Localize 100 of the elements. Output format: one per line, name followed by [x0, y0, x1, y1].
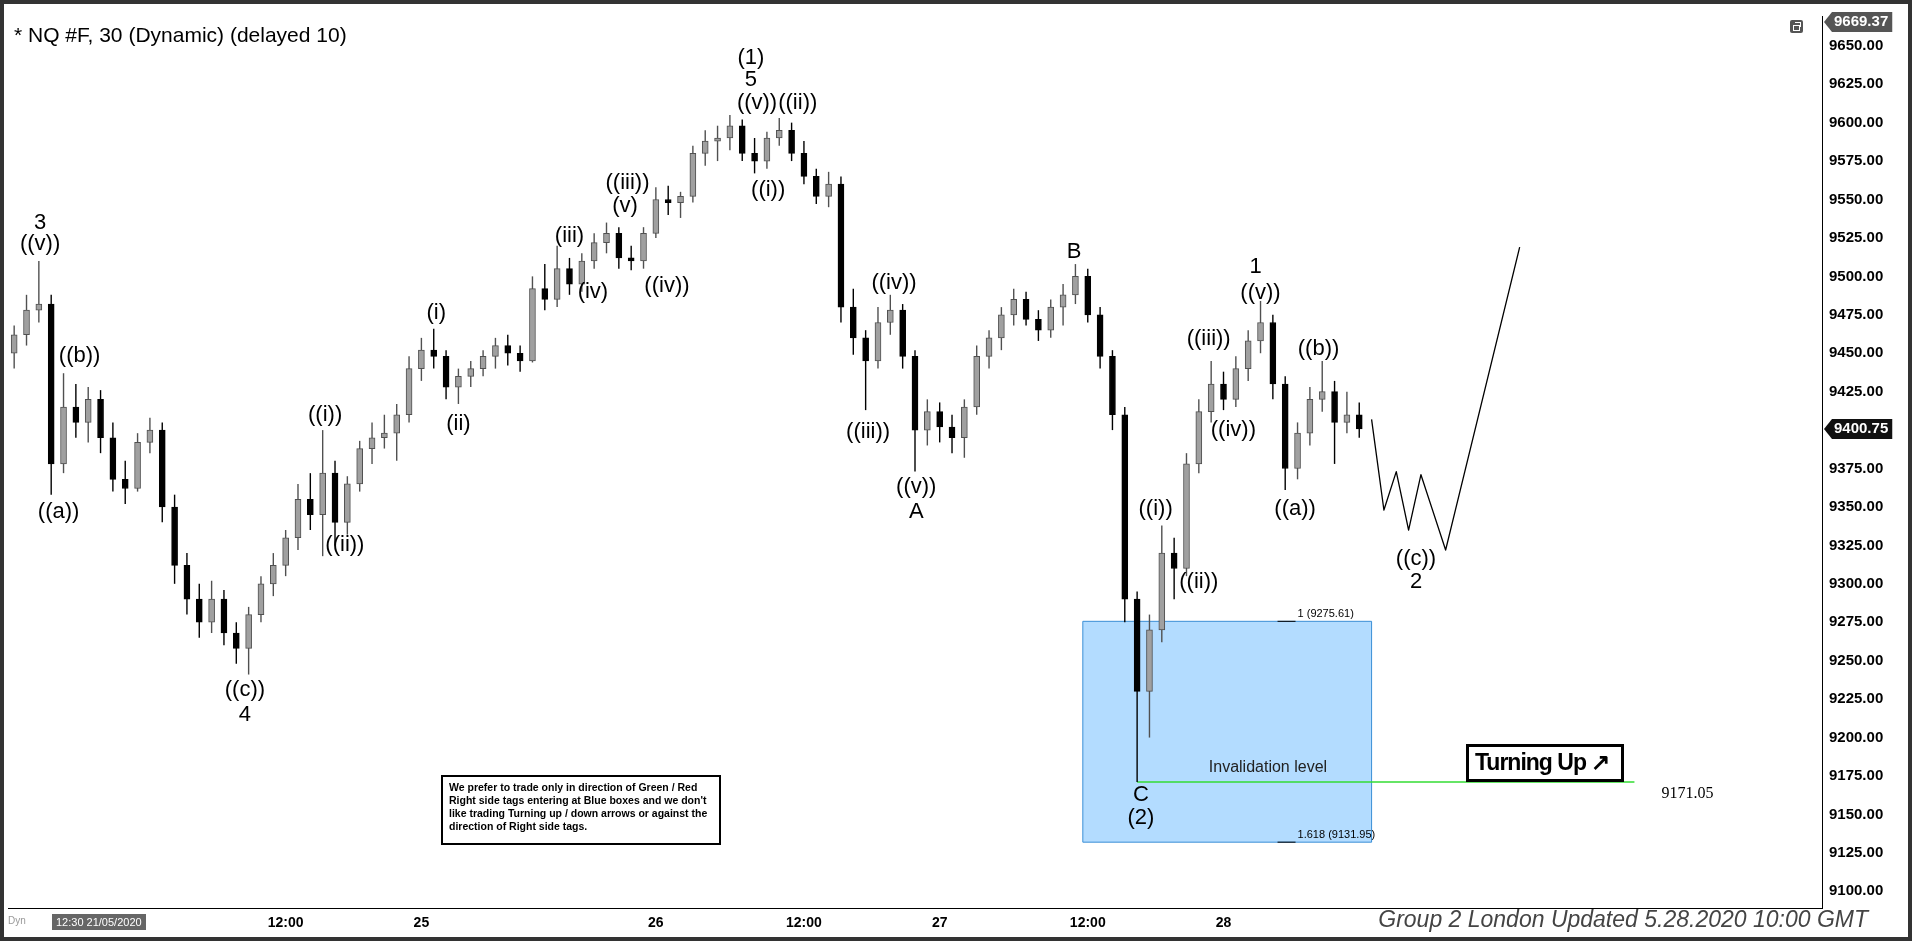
y-tick-label: 9275.00	[1829, 612, 1884, 630]
annotation: (iv)	[577, 277, 609, 303]
candlestick	[492, 337, 499, 370]
y-tick-label: 9600.00	[1829, 112, 1884, 130]
y-tick-label: 9650.00	[1829, 35, 1884, 53]
annotation: ((i))	[751, 176, 786, 202]
candlestick	[603, 221, 610, 255]
candlestick	[924, 398, 931, 447]
candlestick	[35, 260, 43, 324]
text: 9669.37	[1834, 12, 1889, 30]
candlestick	[1010, 287, 1018, 327]
annotation: (2)	[1127, 803, 1155, 829]
candlestick	[701, 129, 709, 167]
annotation: Turning Up ↗	[1466, 744, 1624, 782]
text: 12:30 21/05/2020	[52, 914, 146, 930]
annotation: ((iv))	[644, 271, 690, 297]
ref-line-label: Invalidation level	[1208, 758, 1328, 776]
annotation: 4	[238, 700, 252, 726]
annotation: ((b))	[58, 342, 101, 368]
x-tick-label: 12:00	[786, 914, 823, 931]
candlestick	[886, 294, 894, 336]
y-tick-label: 9150.00	[1829, 804, 1884, 822]
candlestick	[541, 263, 549, 311]
candlestick	[775, 117, 783, 147]
annotation: Group 2 London Updated 5.28.2020 10:00 GMT	[1378, 906, 1868, 933]
candlestick	[1220, 370, 1227, 411]
candlestick	[195, 583, 203, 639]
candlestick	[455, 367, 462, 405]
annotation: (i)	[426, 299, 446, 325]
candlestick	[504, 334, 512, 367]
annotation: ((iv))	[1210, 416, 1256, 442]
y-tick-label: 9550.00	[1829, 189, 1884, 207]
candlestick	[430, 327, 438, 370]
annotation: ((b))	[1297, 334, 1340, 360]
annotation: ((v))	[1240, 279, 1281, 305]
y-tick-label: 9225.00	[1829, 689, 1884, 707]
annotation: 1.618 (9131.95)	[1297, 828, 1376, 841]
x-tick-label: 25	[413, 914, 430, 931]
annotation: (iii)	[554, 222, 585, 248]
annotation: A	[908, 497, 924, 523]
chart-title: * NQ #F, 30 (Dynamic) (delayed 10)	[14, 22, 347, 46]
annotation: C	[1132, 780, 1149, 806]
annotation: (ii)	[446, 410, 471, 436]
annotation: ((iii))	[1186, 325, 1231, 351]
candlestick	[121, 460, 129, 505]
annotation: ((v))	[896, 473, 937, 499]
candlestick	[566, 257, 573, 296]
candlestick	[677, 191, 684, 219]
annotation: ((iii))	[846, 417, 891, 443]
candlestick	[208, 580, 215, 634]
annotation: ((c))	[224, 675, 266, 701]
annotation: B	[1066, 237, 1082, 263]
candlestick	[862, 329, 869, 411]
x-tick-label: 26	[648, 914, 664, 931]
annotation: ((a))	[1274, 494, 1316, 520]
x-tick-label: 28	[1215, 914, 1232, 931]
candlestick	[467, 360, 475, 388]
candlestick	[1343, 390, 1351, 434]
candlestick	[1047, 298, 1055, 339]
candlestick	[381, 414, 388, 450]
annotation: ((a))	[37, 497, 80, 523]
x-tick-label: 12:00	[267, 914, 304, 931]
annotation: 1	[1249, 253, 1262, 279]
candlestick	[232, 621, 240, 665]
x-tick-label: 12:00	[1069, 914, 1106, 931]
candlestick	[368, 421, 376, 465]
candlestick	[664, 184, 672, 216]
x-tick-label: 27	[931, 914, 948, 931]
candlestick	[1072, 263, 1079, 305]
annotation: 1 (9275.61)	[1297, 607, 1354, 620]
candlestick	[812, 168, 820, 205]
y-tick-label: 9350.00	[1829, 497, 1884, 515]
candlestick	[84, 386, 92, 444]
candlestick	[936, 401, 944, 444]
candlestick	[788, 121, 795, 162]
y-tick-label: 9325.00	[1829, 535, 1884, 553]
text: Dyn	[8, 915, 26, 926]
text: 9400.75	[1834, 419, 1889, 437]
y-tick-label: 9300.00	[1829, 573, 1884, 591]
candlestick	[10, 324, 18, 370]
y-tick-label: 9200.00	[1829, 727, 1884, 745]
y-tick-label: 9425.00	[1829, 381, 1884, 399]
candlestick	[1035, 309, 1042, 342]
y-tick-label: 9500.00	[1829, 266, 1884, 284]
candlestick	[307, 472, 314, 531]
candlestick	[393, 403, 401, 462]
candlestick	[418, 337, 425, 382]
candlestick	[269, 552, 277, 597]
annotation: ((ii))	[325, 531, 365, 557]
annotation: We prefer to trade only in direction of Green / Red Right side tags entering at Blue boxes and we don't like trading Turning up / down arrows or against the direction of Right side tags.	[441, 775, 721, 845]
y-tick-label: 9175.00	[1829, 766, 1884, 784]
annotation: ((v))	[736, 88, 778, 114]
y-tick-label: 9525.00	[1829, 228, 1884, 246]
candlestick	[751, 137, 758, 175]
annotation: 9171.05	[1661, 784, 1714, 802]
candlestick	[998, 306, 1005, 351]
annotation: ((iv))	[871, 268, 917, 294]
candlestick	[23, 294, 30, 347]
annotation: ((ii))	[778, 88, 818, 114]
candlestick	[1355, 401, 1363, 439]
